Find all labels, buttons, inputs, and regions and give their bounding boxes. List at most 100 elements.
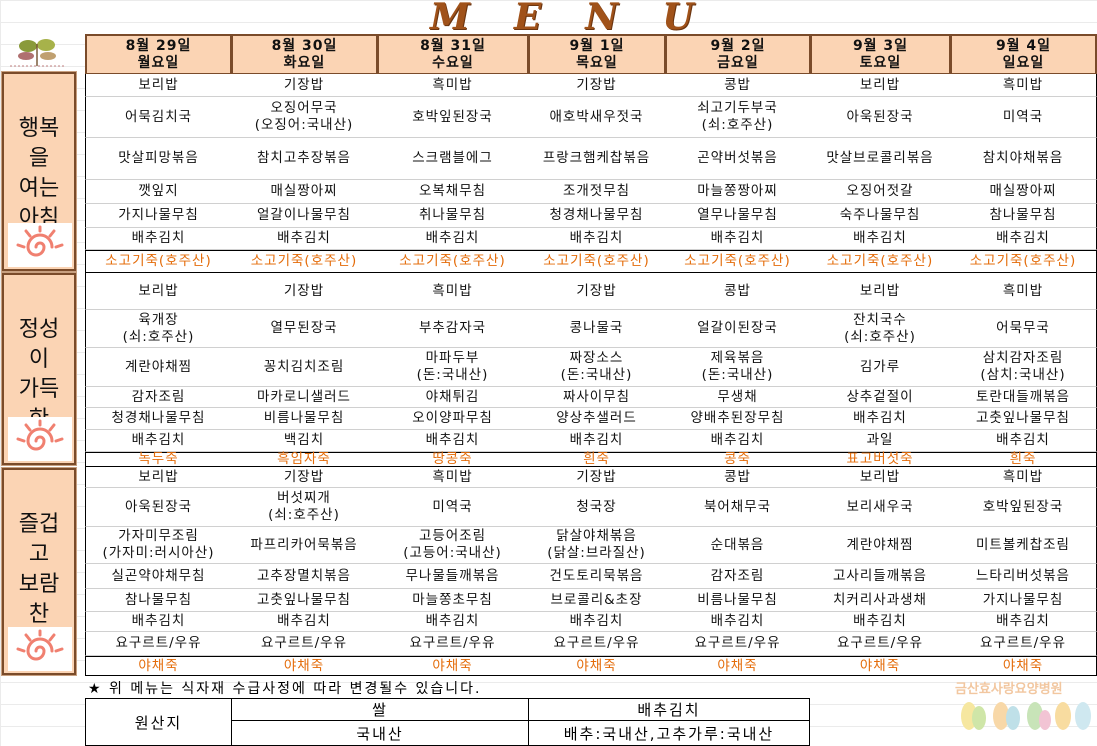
menu-cell: 백김치 xyxy=(231,430,378,452)
menu-cell: 기장밥 xyxy=(231,74,378,97)
porridge-cell: 야채죽 xyxy=(231,656,378,676)
porridge-cell: 야채죽 xyxy=(528,656,666,676)
menu-cell: 숙주나물무침 xyxy=(810,204,951,228)
menu-cell: 비름나물무침 xyxy=(231,408,378,430)
menu-cell: 오징어무국 (오징어:국내산) xyxy=(231,97,378,138)
menu-cell: 호박잎된장국 xyxy=(377,97,529,138)
menu-cell: 과일 xyxy=(810,430,951,452)
menu-cell: 기장밥 xyxy=(231,467,378,488)
menu-cell: 마늘쫑짱아찌 xyxy=(665,180,811,204)
menu-cell: 흑미밥 xyxy=(377,273,529,310)
menu-cell: 배추김치 xyxy=(950,612,1097,632)
menu-cell: 어묵무국 xyxy=(950,310,1097,348)
menu-cell: 무나물들깨볶음 xyxy=(377,564,529,589)
menu-cell: 양배추된장무침 xyxy=(665,408,811,430)
menu-cell: 보리밥 xyxy=(85,74,232,97)
meal-label-text: 정성 xyxy=(18,317,60,342)
menu-cell: 콩밥 xyxy=(665,74,811,97)
menu-cell: 배추김치 xyxy=(377,228,529,250)
menu-cell: 기장밥 xyxy=(528,74,666,97)
menu-cell: 요구르트/우유 xyxy=(231,632,378,656)
day-date: 8월 30일 xyxy=(271,37,338,54)
menu-cell: 미역국 xyxy=(377,488,529,527)
menu-cell: 고추장멸치볶음 xyxy=(231,564,378,589)
day-date: 9월 4일 xyxy=(995,37,1052,54)
menu-cell: 배추김치 xyxy=(950,228,1097,250)
menu-cell: 요구르트/우유 xyxy=(528,632,666,656)
menu-cell: 참나물무침 xyxy=(950,204,1097,228)
menu-cell: 보리밥 xyxy=(810,74,951,97)
menu-cell: 배추김치 xyxy=(810,408,951,430)
day-weekday: 월요일 xyxy=(137,54,180,71)
meal-label-text: 보람 xyxy=(18,572,60,597)
menu-cell: 마파두부 (돈:국내산) xyxy=(377,348,529,387)
day-header: 9월 4일 일요일 xyxy=(950,34,1097,75)
day-date: 9월 1일 xyxy=(569,37,625,54)
meal-label-text: 여는 xyxy=(18,176,60,201)
menu-cell: 계란야채찜 xyxy=(810,527,951,564)
porridge-cell: 흰죽 xyxy=(950,451,1097,467)
day-header: 9월 2일 금요일 xyxy=(665,34,811,75)
day-weekday: 토요일 xyxy=(859,54,902,71)
menu-cell: 배추김치 xyxy=(85,430,232,452)
day-weekday: 금요일 xyxy=(717,54,759,71)
menu-cell: 조개젓무침 xyxy=(528,180,666,204)
menu-cell: 감자조림 xyxy=(665,564,811,589)
sun-icon xyxy=(8,223,72,267)
day-header: 8월 29일 월요일 xyxy=(85,34,232,75)
meal-label-text: 찬 xyxy=(28,602,50,627)
menu-cell: 가지나물무침 xyxy=(950,589,1097,612)
menu-cell: 애호박새우젓국 xyxy=(528,97,666,138)
menu-cell: 느타리버섯볶음 xyxy=(950,564,1097,589)
menu-cell: 열무나물무침 xyxy=(665,204,811,228)
sun-icon xyxy=(8,417,72,461)
menu-cell: 제육볶음 (돈:국내산) xyxy=(665,348,811,387)
menu-cell: 프랑크햄케찹볶음 xyxy=(528,138,666,180)
trees-icon xyxy=(961,702,1091,730)
menu-cell: 배추김치 xyxy=(810,612,951,632)
day-weekday: 수요일 xyxy=(432,54,474,71)
menu-cell: 보리새우국 xyxy=(810,488,951,527)
porridge-cell: 야채죽 xyxy=(85,656,232,676)
menu-cell: 짜장소스 (돈:국내산) xyxy=(528,348,666,387)
meal-label: 즐겁고보람찬저녁 xyxy=(2,468,76,675)
day-header: 9월 3일 토요일 xyxy=(810,34,951,75)
menu-cell: 실곤약야채무침 xyxy=(85,564,232,589)
menu-cell: 고사리들깨볶음 xyxy=(810,564,951,589)
menu-cell: 배추김치 xyxy=(810,228,951,250)
menu-cell: 고등어조림 (고등어:국내산) xyxy=(377,527,529,564)
menu-cell: 김가루 xyxy=(810,348,951,387)
porridge-cell: 소고기죽(호주산) xyxy=(231,250,378,273)
menu-cell: 얼갈이된장국 xyxy=(665,310,811,348)
menu-cell: 배추김치 xyxy=(377,612,529,632)
menu-cell: 흑미밥 xyxy=(950,74,1097,97)
porridge-cell: 야채죽 xyxy=(665,656,811,676)
hospital-name: 금산효사랑요양병원 xyxy=(955,682,1063,697)
menu-cell: 마늘쫑초무침 xyxy=(377,589,529,612)
menu-cell: 요구르트/우유 xyxy=(810,632,951,656)
menu-cell: 육개장 (쇠:호주산) xyxy=(85,310,232,348)
day-date: 8월 31일 xyxy=(420,37,486,54)
menu-cell: 아욱된장국 xyxy=(810,97,951,138)
menu-cell: 가지나물무침 xyxy=(85,204,232,228)
porridge-cell: 소고기죽(호주산) xyxy=(528,250,666,273)
menu-cell: 요구르트/우유 xyxy=(950,632,1097,656)
menu-cell: 배추김치 xyxy=(85,612,232,632)
menu-cell: 콩밥 xyxy=(665,273,811,310)
menu-cell: 가자미무조림 (가자미:러시아산) xyxy=(85,527,232,564)
day-weekday: 목요일 xyxy=(576,54,618,71)
menu-cell: 취나물무침 xyxy=(377,204,529,228)
menu-cell: 청경채나물무침 xyxy=(528,204,666,228)
menu-cell: 청국장 xyxy=(528,488,666,527)
menu-cell: 요구르트/우유 xyxy=(665,632,811,656)
menu-cell: 상추겉절이 xyxy=(810,387,951,408)
menu-cell: 참치야채볶음 xyxy=(950,138,1097,180)
menu-cell: 양상추샐러드 xyxy=(528,408,666,430)
day-header: 8월 30일 화요일 xyxy=(231,34,378,75)
menu-cell: 기장밥 xyxy=(528,273,666,310)
menu-cell: 곤약버섯볶음 xyxy=(665,138,811,180)
menu-cell: 깻잎지 xyxy=(85,180,232,204)
menu-cell: 미역국 xyxy=(950,97,1097,138)
menu-cell: 참치고추장볶음 xyxy=(231,138,378,180)
meal-label: 정성이가득한점심 xyxy=(2,273,76,465)
